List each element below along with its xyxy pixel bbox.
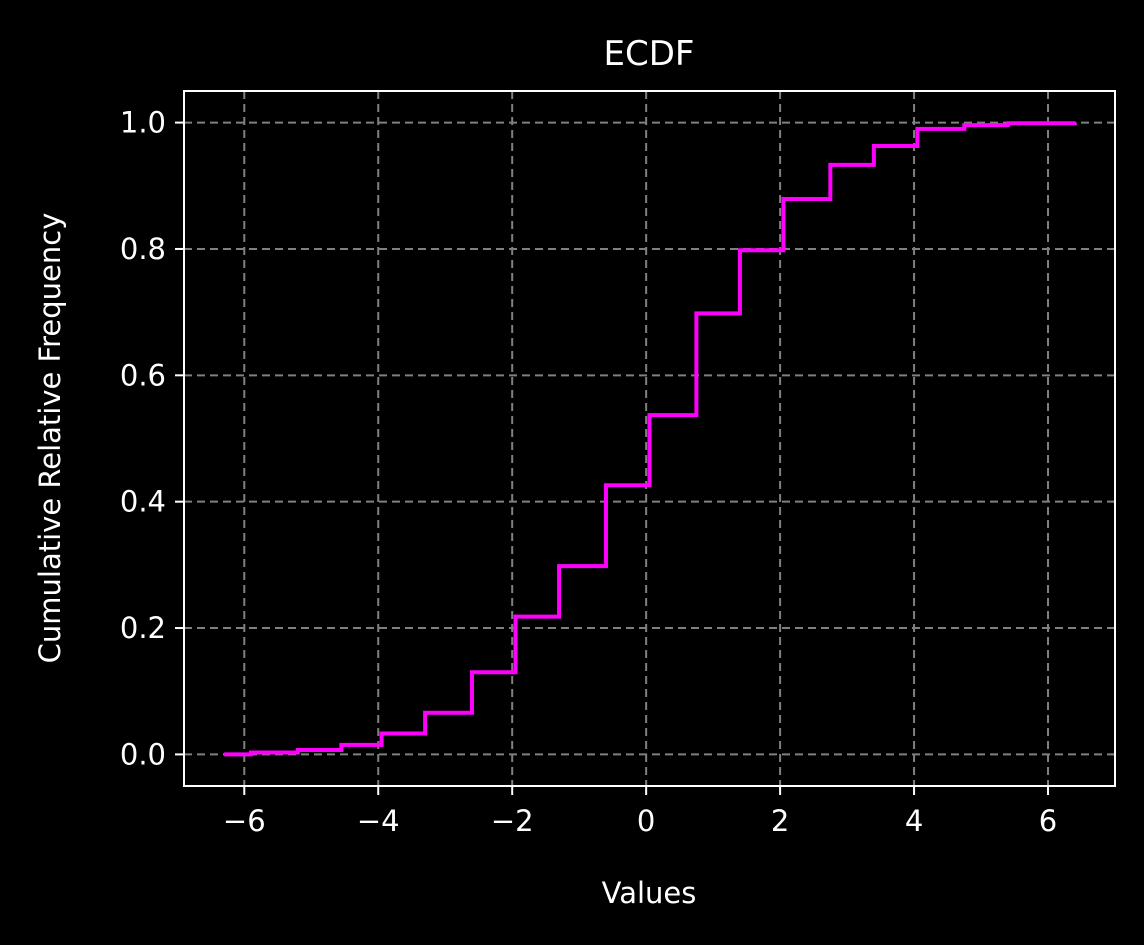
y-tick-label: 1.0 — [120, 106, 166, 140]
x-tick-label: 2 — [771, 804, 789, 838]
y-axis-label: Cumulative Relative Frequency — [33, 213, 67, 664]
grid-lines — [184, 91, 1115, 786]
y-tick-label: 0.0 — [120, 737, 166, 771]
x-tick-label: −2 — [491, 804, 534, 838]
chart-title: ECDF — [604, 34, 695, 74]
x-tick-label: 6 — [1039, 804, 1057, 838]
x-tick-label: −4 — [357, 804, 400, 838]
plot-frame — [183, 90, 1116, 787]
y-tick-label: 0.6 — [120, 358, 166, 392]
x-tick-label: 0 — [637, 804, 655, 838]
y-tick-label: 0.4 — [120, 485, 166, 519]
y-tick-label: 0.2 — [120, 611, 166, 645]
axis-ticks: −6 −4 −2 0 2 4 6 0.0 0.2 0.4 0.6 0.8 1.0 — [120, 106, 1057, 838]
x-axis-label: Values — [602, 876, 697, 910]
x-tick-label: 4 — [905, 804, 923, 838]
y-tick-label: 0.8 — [120, 232, 166, 266]
x-tick-label: −6 — [223, 804, 266, 838]
ecdf-step-line — [224, 121, 1077, 757]
